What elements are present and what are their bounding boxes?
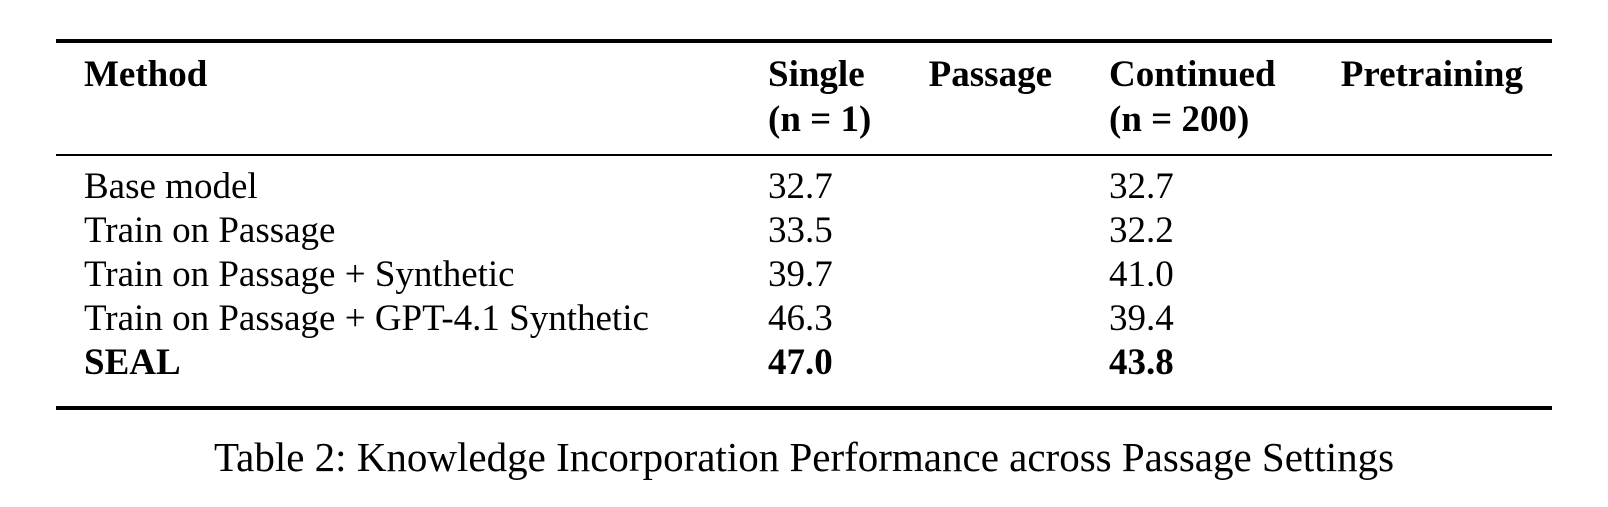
row-single-value: 47.0 [768, 342, 833, 383]
header-continued-n: (n = 200) [1109, 99, 1250, 140]
row-single-value: 33.5 [768, 210, 833, 251]
header-single-word1: Single [768, 54, 865, 95]
row-continued-value: 39.4 [1109, 298, 1174, 339]
header-single-passage: Single Passage [768, 52, 1052, 97]
row-method: Train on Passage + Synthetic [84, 254, 515, 295]
row-method: Train on Passage [84, 210, 336, 251]
row-single-value: 32.7 [768, 166, 833, 207]
header-cont-word2: Pretraining [1340, 54, 1523, 95]
header-cont-word1: Continued [1109, 54, 1276, 95]
row-continued-value: 32.2 [1109, 210, 1174, 251]
header-continued-pretraining: Continued Pretraining [1109, 52, 1523, 97]
table-top-rule [56, 39, 1552, 43]
row-continued-value: 43.8 [1109, 342, 1174, 383]
row-single-value: 46.3 [768, 298, 833, 339]
table-caption: Table 2: Knowledge Incorporation Perform… [213, 434, 1395, 480]
table-mid-rule [56, 154, 1552, 156]
row-single-value: 39.7 [768, 254, 833, 295]
row-method: Train on Passage + GPT-4.1 Synthetic [84, 298, 649, 339]
header-single-word2: Passage [928, 54, 1052, 95]
row-method: SEAL [84, 342, 181, 383]
row-method: Base model [84, 166, 258, 207]
row-continued-value: 41.0 [1109, 254, 1174, 295]
row-continued-value: 32.7 [1109, 166, 1174, 207]
header-method: Method [84, 54, 208, 95]
table-bottom-rule [56, 406, 1552, 410]
header-single-n: (n = 1) [768, 99, 872, 140]
